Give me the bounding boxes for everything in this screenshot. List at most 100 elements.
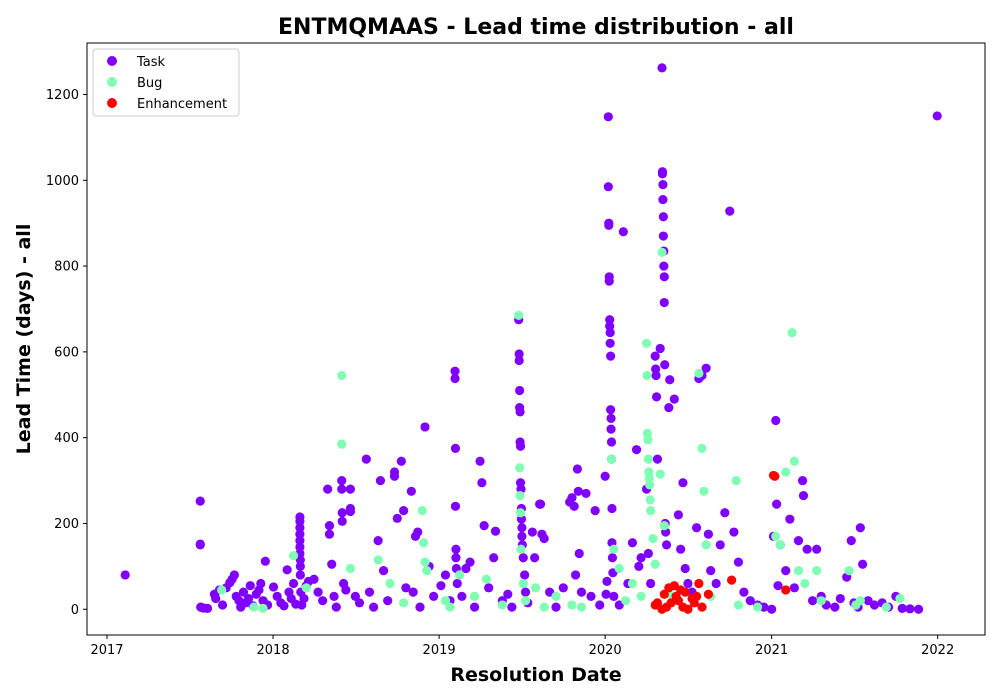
legend-marker-task [107,56,117,66]
point-bug-8 [373,555,383,565]
point-enhancement-23 [781,585,791,595]
point-bug-15 [440,596,451,606]
point-task-33 [282,565,292,575]
point-task-159 [601,589,611,599]
point-bug-65 [781,467,791,477]
point-task-188 [636,553,646,563]
point-task-57 [324,521,335,531]
point-task-222 [691,523,702,533]
point-task-264 [869,600,880,610]
point-bug-29 [539,602,549,612]
point-task-86 [406,486,416,496]
point-task-206 [659,261,669,271]
point-task-91 [420,422,430,432]
point-task-177 [607,503,617,514]
point-task-238 [767,604,777,614]
point-enhancement-16 [691,591,702,601]
legend-box [92,48,240,117]
point-task-82 [392,513,402,523]
point-task-53 [309,574,319,584]
point-bug-75 [881,602,891,612]
y-tick-label-200: 200 [54,517,79,532]
point-task-219 [680,563,690,574]
point-enhancement-3 [659,589,669,599]
point-task-123 [515,407,525,417]
point-bug-4 [301,583,311,593]
legend-label-enhancement: Enhancement [137,97,227,112]
point-task-201 [658,179,668,190]
point-enhancement-19 [703,589,714,599]
point-task-18 [238,587,249,597]
point-bug-58 [701,540,711,550]
point-task-156 [590,505,600,516]
y-tick-label-800: 800 [54,260,79,275]
point-bug-52 [657,247,667,257]
point-task-109 [475,456,485,466]
point-bug-38 [636,591,646,601]
point-task-213 [664,403,674,413]
point-task-197 [655,343,665,354]
point-bug-18 [469,591,480,601]
point-task-173 [606,413,616,423]
point-task-0 [120,570,130,580]
point-bug-10 [399,598,409,608]
point-task-237 [759,602,769,612]
point-task-262 [858,559,868,569]
point-enhancement-12 [680,587,690,597]
chart-title: ENTMQMAAS - Lead time distribution - all [278,15,794,40]
point-bug-34 [609,544,619,554]
point-bug-67 [789,456,799,466]
point-bug-72 [844,566,854,576]
point-task-252 [812,544,822,554]
point-bug-22 [515,463,525,473]
point-task-204 [658,231,668,241]
point-task-100 [450,501,461,511]
point-task-196 [652,454,663,464]
point-task-130 [517,523,527,533]
point-task-247 [793,536,804,546]
point-task-194 [651,370,661,381]
point-task-215 [669,394,679,404]
point-task-99 [450,443,461,453]
point-task-64 [337,508,347,518]
point-bug-64 [775,540,785,550]
point-task-230 [720,508,730,518]
point-task-90 [415,602,425,612]
point-bug-49 [648,533,658,544]
point-task-32 [279,601,289,611]
point-task-95 [440,570,451,580]
point-task-56 [323,484,333,494]
point-task-79 [383,596,393,606]
point-enhancement-20 [727,575,737,585]
point-task-214 [665,375,675,385]
point-task-142 [539,533,549,544]
point-task-231 [725,206,735,216]
point-bug-53 [659,521,669,531]
point-bug-13 [420,557,430,567]
point-task-157 [595,600,605,610]
point-task-78 [379,566,389,576]
point-task-134 [520,570,530,580]
point-task-271 [932,111,942,121]
point-bug-71 [816,596,826,606]
point-bug-63 [771,531,781,541]
point-bug-3 [288,551,299,561]
x-tick-label-2021: 2021 [755,643,788,658]
point-task-169 [605,327,615,338]
point-bug-61 [733,600,744,610]
point-task-8 [211,593,221,604]
point-bug-70 [812,566,822,576]
point-bug-42 [643,435,653,445]
point-bug-47 [645,495,655,505]
point-task-167 [605,315,615,325]
point-task-218 [678,478,688,488]
point-bug-43 [643,454,653,464]
point-task-187 [634,561,644,571]
point-task-246 [789,583,799,593]
point-task-135 [520,587,531,597]
point-task-228 [711,578,721,589]
point-task-235 [745,596,755,606]
point-task-14 [229,570,239,580]
point-enhancement-9 [673,596,683,606]
